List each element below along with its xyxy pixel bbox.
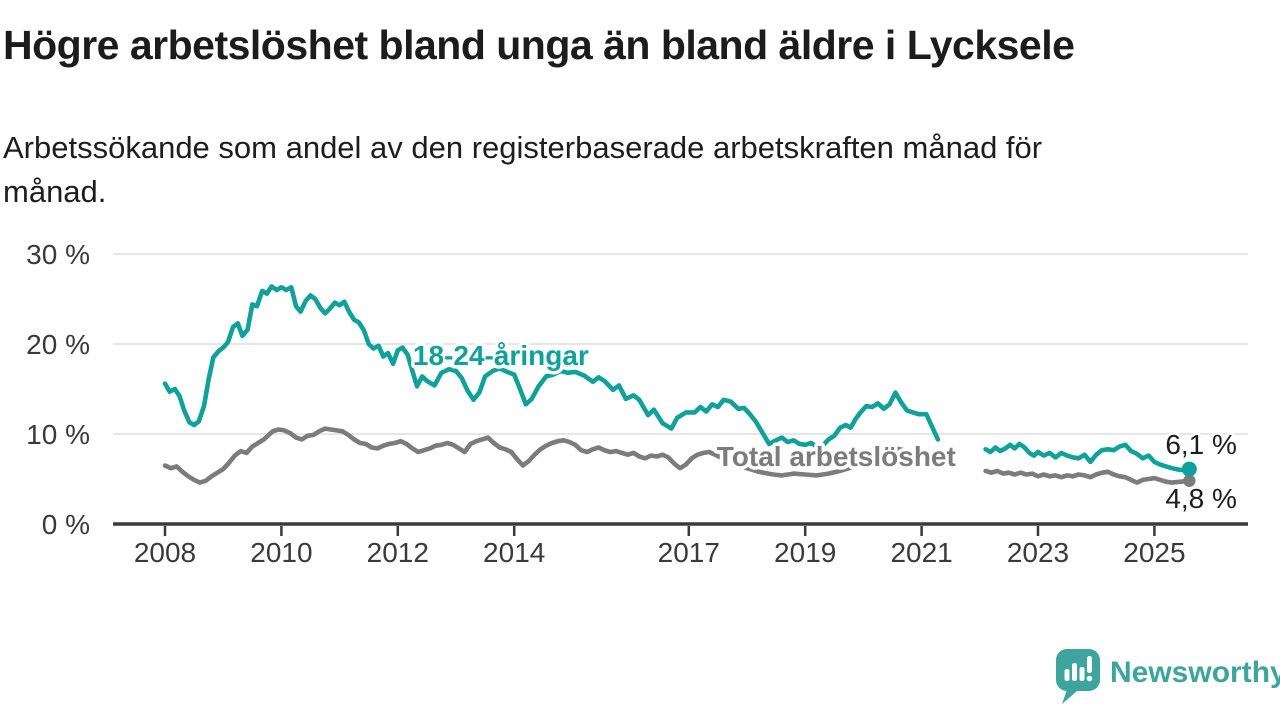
x-tick-label: 2017 [658, 537, 720, 568]
series-18-24-åringar [162, 284, 1192, 473]
x-tick-label: 2012 [367, 537, 429, 568]
series-line [162, 284, 941, 449]
subtitle-line-1: Arbetssökande som andel av den registerb… [3, 130, 1043, 165]
page-title: Högre arbetslöshet bland unga än bland ä… [3, 22, 1075, 68]
gridlines [113, 253, 1248, 435]
chart-subtitle: Arbetssökande som andel av den registerb… [3, 126, 1193, 214]
x-tick-label: 2025 [1123, 537, 1185, 568]
series-end-value-label: 6,1 % [1165, 429, 1237, 460]
series-end-dot [1183, 474, 1196, 487]
x-tick-label: 2010 [250, 537, 312, 568]
y-tick-label: 0 % [42, 509, 90, 540]
series-line [983, 468, 1192, 485]
newsworthy-speech-bubble-bar-chart-icon [1056, 649, 1100, 704]
x-axis-ticks: 2008 2010 2012 2014 2017 2019 2021 2023 2025 [134, 526, 1186, 568]
y-tick-label: 30 % [26, 239, 90, 270]
y-axis-labels: 0 % 10 % 20 % 30 % [26, 239, 90, 540]
x-tick-label: 2014 [483, 537, 545, 568]
series-line [983, 441, 1192, 473]
series-line [162, 426, 941, 485]
x-tick-label: 2023 [1007, 537, 1069, 568]
unemployment-line-chart: 0 % 10 % 20 % 30 % 2008 2010 2012 2014 2017 2019 2… [0, 230, 1280, 580]
series-inline-label: Total arbetslöshet [717, 441, 956, 472]
y-tick-label: 20 % [26, 329, 90, 360]
subtitle-line-2: månad. [3, 174, 107, 210]
series-inline-label: 18-24-åringar [413, 340, 589, 371]
newsworthy-logo: Newsworthy [1054, 648, 1280, 706]
brand-name: Newsworthy [1110, 656, 1280, 689]
x-tick-label: 2021 [890, 537, 952, 568]
series-end-value-label: 4,8 % [1165, 483, 1237, 514]
y-tick-label: 10 % [26, 419, 90, 450]
x-tick-label: 2019 [774, 537, 836, 568]
series-Total arbetslöshet [162, 426, 1192, 485]
x-tick-label: 2008 [134, 537, 196, 568]
chart-svg: 0 %10 %20 %30 %2008 2010 2012 2014 2017 2019 2… [26, 239, 1248, 568]
series-end-dot [1181, 461, 1197, 477]
